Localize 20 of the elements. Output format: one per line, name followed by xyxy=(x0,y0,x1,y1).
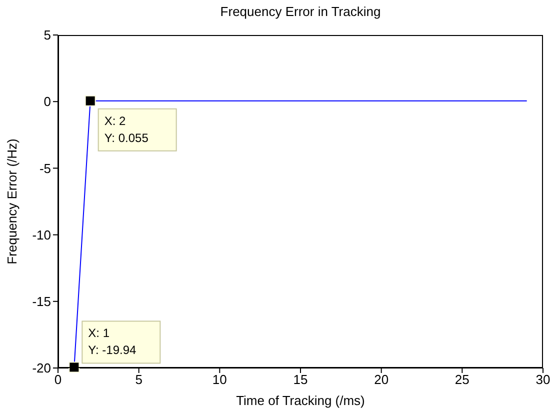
y-tick-label: -15 xyxy=(32,294,51,310)
chart-title: Frequency Error in Tracking xyxy=(219,4,382,19)
x-axis-title: Time of Tracking (/ms) xyxy=(236,393,365,408)
y-tick-label: -20 xyxy=(32,360,51,376)
annotation: X: 1 Y: -19.94 xyxy=(88,326,137,358)
x-tick-label: 30 xyxy=(536,372,550,388)
y-tick-label: 0 xyxy=(44,94,51,110)
y-axis-title: Frequency Error (/Hz) xyxy=(4,138,20,264)
annotation: X: 2 Y: 0.055 xyxy=(104,114,149,145)
data-tip: X: 1 Y: -19.94 xyxy=(68,320,161,373)
data-tip: X: 2 Y: 0.055 xyxy=(84,95,177,152)
y-tick-label: -5 xyxy=(39,160,51,176)
x-tick-label: 15 xyxy=(293,372,308,388)
x-tick-label: 5 xyxy=(135,372,142,388)
x-tick-label: 20 xyxy=(374,372,389,388)
x-tick-label: 0 xyxy=(54,372,62,388)
x-tick-label: 25 xyxy=(454,372,470,388)
y-tick-label: 5 xyxy=(44,28,51,43)
y-tick-label: -10 xyxy=(32,227,51,242)
x-tick-label: 10 xyxy=(212,372,227,388)
